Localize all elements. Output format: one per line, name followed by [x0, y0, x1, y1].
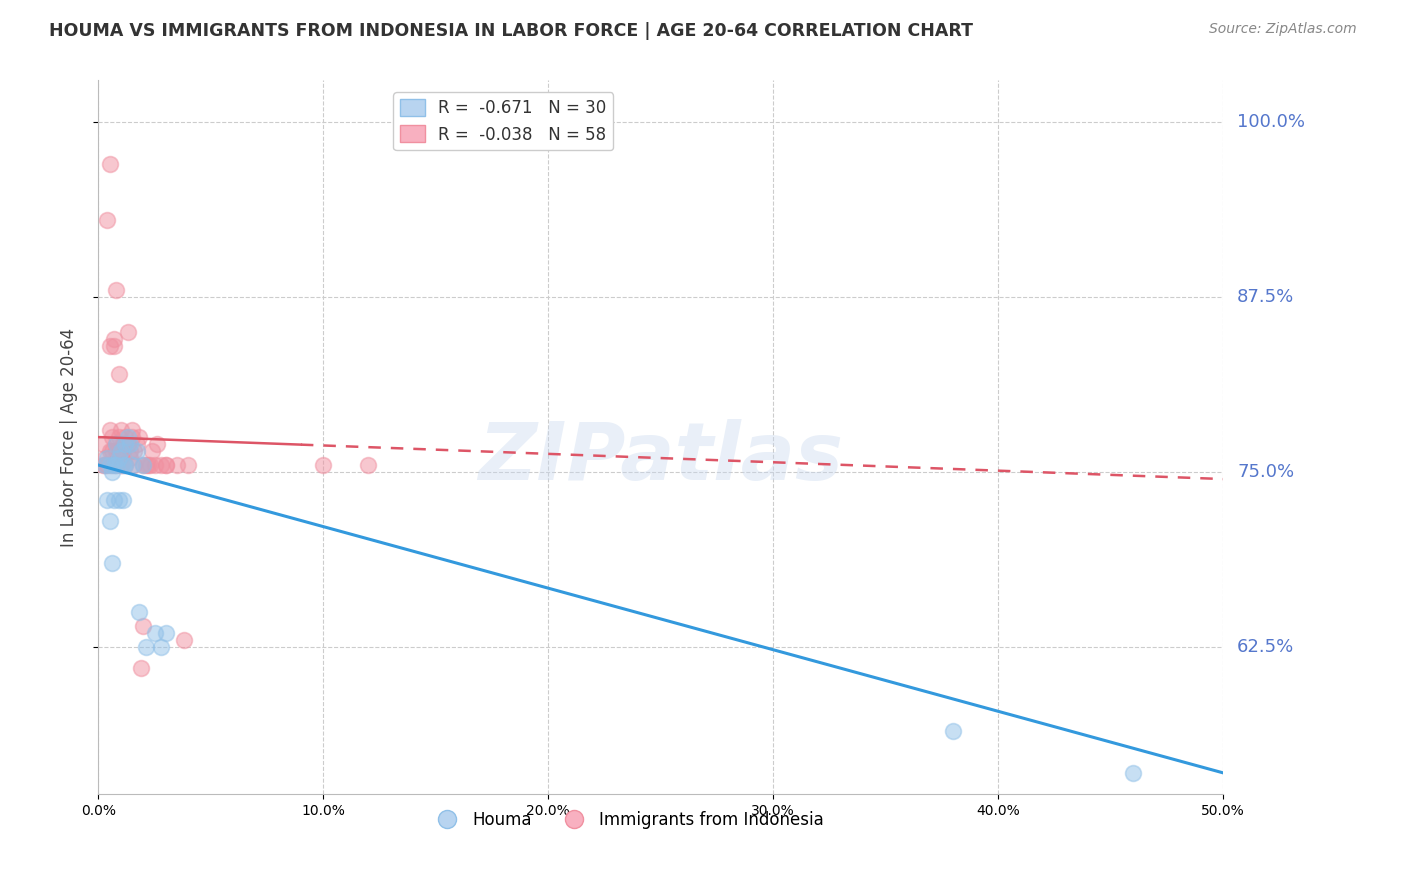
Point — [107, 451, 129, 466]
Point — [107, 493, 129, 508]
Point — [105, 437, 128, 451]
Point — [101, 458, 124, 472]
Point — [96, 451, 118, 466]
Point — [121, 423, 143, 437]
Point — [91, 437, 114, 451]
Point — [96, 213, 118, 227]
Point — [103, 493, 125, 508]
Point — [94, 458, 117, 472]
Point — [132, 619, 155, 633]
Point — [105, 458, 128, 472]
Point — [143, 458, 166, 472]
Point — [112, 458, 135, 472]
Point — [146, 437, 169, 451]
Point — [121, 430, 143, 444]
Point — [96, 493, 118, 508]
Point — [101, 465, 124, 479]
Point — [125, 444, 148, 458]
Point — [942, 723, 965, 738]
Point — [114, 458, 136, 472]
Point — [118, 451, 141, 466]
Point — [110, 423, 132, 437]
Point — [112, 493, 135, 508]
Point — [107, 430, 129, 444]
Point — [125, 437, 148, 451]
Text: 100.0%: 100.0% — [1237, 113, 1305, 131]
Text: Source: ZipAtlas.com: Source: ZipAtlas.com — [1209, 22, 1357, 37]
Point — [101, 444, 124, 458]
Point — [107, 444, 129, 458]
Point — [110, 458, 132, 472]
Text: 75.0%: 75.0% — [1237, 463, 1295, 481]
Point — [128, 430, 150, 444]
Point — [118, 444, 141, 458]
Y-axis label: In Labor Force | Age 20-64: In Labor Force | Age 20-64 — [59, 327, 77, 547]
Text: ZIPatlas: ZIPatlas — [478, 419, 844, 498]
Point — [124, 458, 146, 472]
Point — [94, 458, 117, 472]
Point — [103, 339, 125, 353]
Point — [112, 444, 135, 458]
Point — [177, 458, 200, 472]
Point — [117, 430, 139, 444]
Point — [114, 437, 136, 451]
Point — [105, 444, 128, 458]
Text: 87.5%: 87.5% — [1237, 288, 1295, 306]
Point — [173, 632, 195, 647]
Point — [105, 437, 128, 451]
Point — [101, 556, 124, 570]
Point — [94, 451, 117, 466]
Text: 62.5%: 62.5% — [1237, 638, 1295, 656]
Point — [128, 605, 150, 619]
Point — [1122, 765, 1144, 780]
Point — [105, 283, 128, 297]
Point — [110, 444, 132, 458]
Point — [98, 444, 121, 458]
Point — [103, 458, 125, 472]
Point — [121, 458, 143, 472]
Point — [150, 458, 173, 472]
Point — [312, 458, 335, 472]
Point — [143, 626, 166, 640]
Point — [110, 458, 132, 472]
Point — [105, 458, 128, 472]
Point — [96, 458, 118, 472]
Point — [132, 458, 155, 472]
Point — [110, 451, 132, 466]
Point — [155, 626, 177, 640]
Point — [114, 458, 136, 472]
Point — [155, 458, 177, 472]
Point — [98, 157, 121, 171]
Legend: Houma, Immigrants from Indonesia: Houma, Immigrants from Indonesia — [425, 805, 830, 836]
Point — [141, 444, 163, 458]
Point — [98, 423, 121, 437]
Point — [112, 437, 135, 451]
Point — [118, 437, 141, 451]
Point — [132, 458, 155, 472]
Point — [166, 458, 188, 472]
Point — [103, 332, 125, 346]
Point — [117, 325, 139, 339]
Point — [139, 458, 162, 472]
Point — [91, 458, 114, 472]
Point — [117, 437, 139, 451]
Text: HOUMA VS IMMIGRANTS FROM INDONESIA IN LABOR FORCE | AGE 20-64 CORRELATION CHART: HOUMA VS IMMIGRANTS FROM INDONESIA IN LA… — [49, 22, 973, 40]
Point — [101, 430, 124, 444]
Point — [129, 661, 152, 675]
Point — [155, 458, 177, 472]
Point — [135, 458, 157, 472]
Point — [98, 514, 121, 528]
Point — [135, 640, 157, 654]
Point — [107, 367, 129, 381]
Point — [114, 430, 136, 444]
Point — [136, 458, 159, 472]
Point — [357, 458, 380, 472]
Point — [124, 444, 146, 458]
Point — [98, 339, 121, 353]
Point — [150, 640, 173, 654]
Point — [98, 458, 121, 472]
